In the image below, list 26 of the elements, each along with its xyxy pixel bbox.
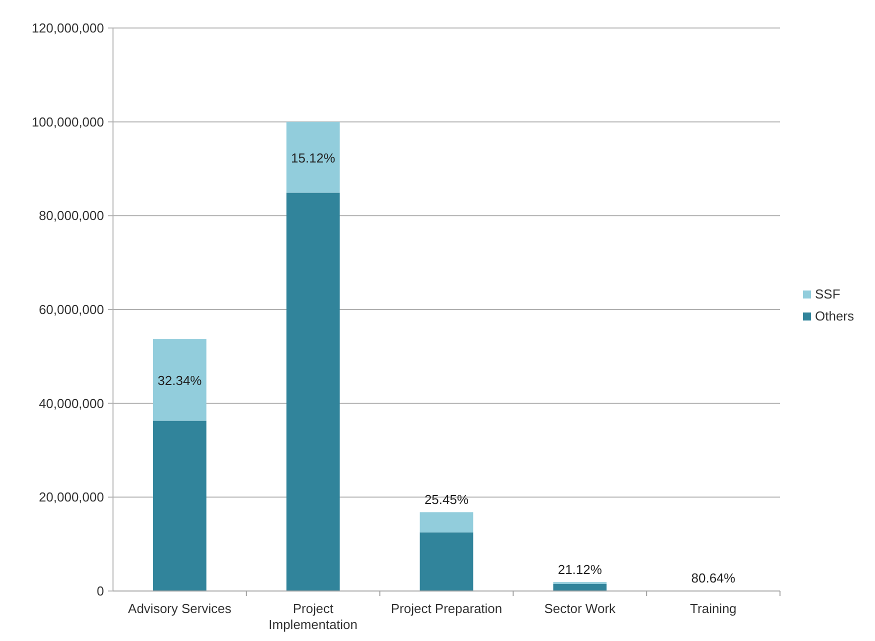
- annotation: 25.45%: [424, 492, 469, 508]
- x-tick-label: Advisory Services: [128, 601, 232, 616]
- x-tick-label: Sector Work: [544, 601, 616, 616]
- bar: [153, 420, 206, 591]
- y-tick-label: 40,000,000: [38, 396, 104, 411]
- bar: [420, 512, 474, 532]
- y-tick-label: 80,000,000: [38, 208, 104, 224]
- annotation: 21.12%: [558, 562, 602, 578]
- bar: [286, 122, 340, 193]
- legend-label: SSF: [815, 286, 840, 302]
- x-tick-label: Training: [690, 601, 737, 616]
- bar: [420, 532, 474, 591]
- bar: [153, 339, 206, 421]
- y-tick-label: 0: [96, 584, 104, 598]
- y-tick-label: 120,000,000: [32, 20, 104, 36]
- bar: [286, 192, 340, 591]
- y-tick-label: 20,000,000: [38, 490, 104, 505]
- x-tick-label: Project Preparation: [390, 601, 502, 616]
- y-tick-label: 100,000,000: [32, 114, 104, 130]
- y-tick-label: 60,000,000: [38, 302, 104, 317]
- bar: [553, 584, 607, 591]
- annotation: 32.34%: [158, 372, 202, 388]
- legend-label: Others: [815, 308, 855, 324]
- annotation: 15.12%: [291, 150, 336, 166]
- annotation: 80.64%: [691, 570, 736, 586]
- x-tick-label: Project Implementation: [268, 601, 358, 632]
